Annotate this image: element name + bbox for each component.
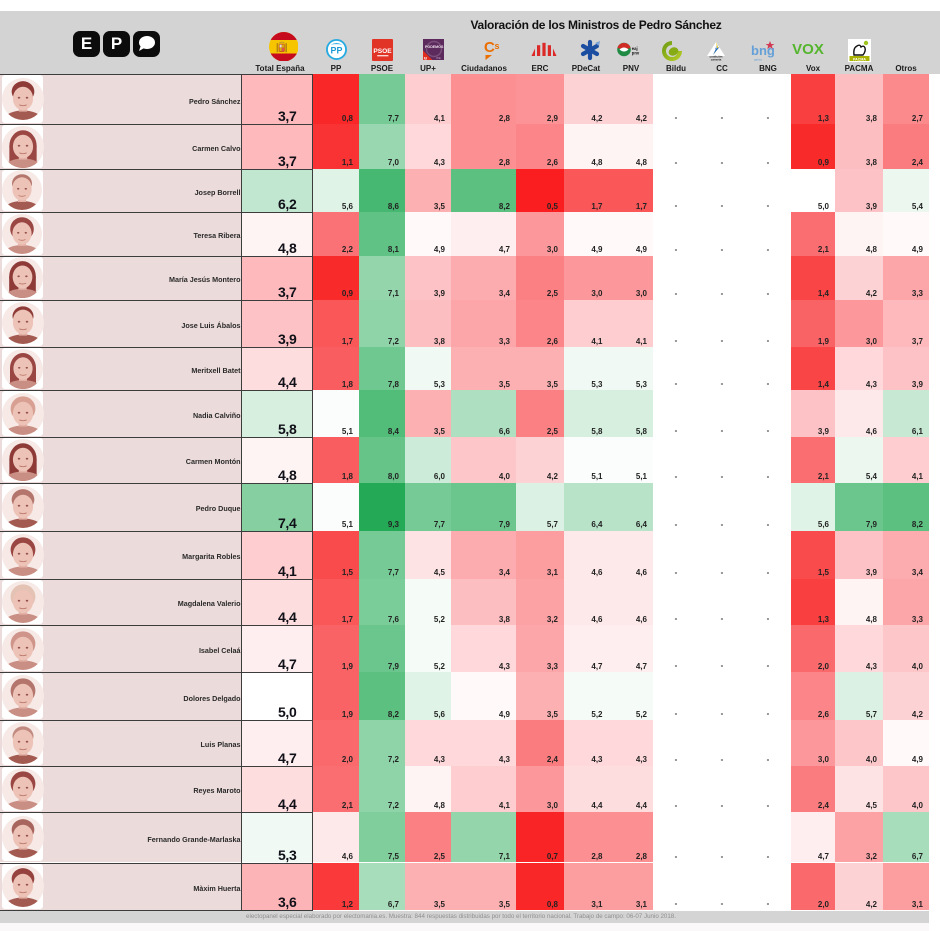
svg-text:canaria: canaria bbox=[711, 58, 722, 62]
svg-text:PACMA: PACMA bbox=[853, 57, 866, 61]
svg-text:galiza: galiza bbox=[754, 58, 762, 62]
svg-text:eaj: eaj bbox=[632, 46, 638, 51]
svg-text:coalición: coalición bbox=[709, 55, 722, 59]
svg-text:PODEMOS: PODEMOS bbox=[425, 45, 444, 49]
svg-text:PP: PP bbox=[330, 45, 342, 55]
svg-text:IU: IU bbox=[423, 56, 427, 60]
svg-text:C: C bbox=[484, 39, 495, 56]
svg-text:PSOE: PSOE bbox=[373, 48, 392, 55]
svg-text:pnv: pnv bbox=[632, 51, 640, 56]
svg-text:PIE: PIE bbox=[436, 56, 440, 60]
svg-text:s: s bbox=[495, 41, 500, 51]
